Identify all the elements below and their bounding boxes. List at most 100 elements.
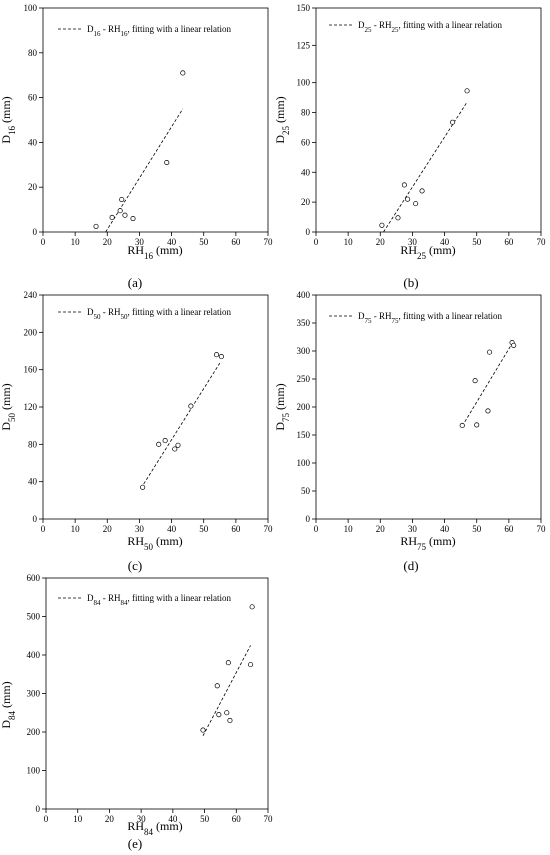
x-tick-label: 40 (167, 524, 177, 534)
panel-a: 0 10 20 30 40 50 60 70 0 20 40 60 80 100 D16 (mm) RH16 … (0, 3, 273, 290)
x-tick-label: 0 (41, 237, 46, 247)
x-tick-label: 40 (168, 814, 178, 824)
y-tick-label: 40 (28, 477, 38, 487)
y-tick-label: 200 (297, 402, 311, 412)
data-point (395, 215, 401, 221)
y-tick-label: 40 (28, 137, 38, 147)
x-tick-label: 60 (504, 524, 514, 534)
fit-line (461, 340, 515, 427)
data-point (419, 188, 425, 194)
y-axis-label: D75 (mm) (273, 383, 291, 430)
x-tick-label: 40 (440, 237, 450, 247)
y-tick-label: 80 (28, 439, 38, 449)
data-point (162, 438, 168, 444)
data-point (225, 660, 231, 666)
plot-frame (315, 294, 542, 520)
data-point (472, 378, 478, 384)
fit-line (105, 108, 184, 233)
y-tick-label: 160 (24, 365, 38, 375)
panel-caption: (a) (128, 275, 142, 290)
x-tick-label: 30 (408, 524, 418, 534)
x-tick-label: 70 (537, 524, 547, 534)
y-tick-label: 50 (301, 486, 311, 496)
data-point (175, 442, 181, 448)
panel-b: 0 10 20 30 40 50 60 70 0 20 40 60 80 100 125 150 D25 (mm… (273, 3, 546, 290)
x-tick-label: 30 (135, 524, 145, 534)
y-tick-label: 0 (33, 227, 38, 237)
y-tick-label: 60 (301, 137, 311, 147)
data-point (413, 201, 419, 207)
data-point (511, 342, 517, 348)
x-tick-label: 10 (73, 814, 83, 824)
x-tick-label: 60 (231, 524, 241, 534)
legend-label: D50 - RH50, fitting with a linear relati… (87, 307, 231, 321)
y-tick-label: 100 (297, 458, 311, 468)
y-tick-label: 500 (27, 612, 41, 622)
data-point (379, 222, 385, 228)
data-point (122, 212, 128, 218)
x-axis-label: RH84 (mm) (127, 819, 182, 837)
y-tick-label: 0 (36, 804, 41, 814)
data-point (140, 484, 146, 490)
y-tick-label: 400 (27, 650, 41, 660)
x-tick-label: 0 (44, 814, 49, 824)
x-tick-label: 0 (41, 524, 46, 534)
legend-label: D75 - RH75, fitting with a linear relati… (358, 311, 502, 325)
y-tick-label: 250 (297, 374, 311, 384)
y-tick-label: 400 (297, 290, 311, 300)
x-tick-label: 40 (167, 237, 177, 247)
x-tick-label: 60 (504, 237, 514, 247)
y-tick-label: 100 (297, 78, 311, 88)
x-tick-label: 10 (344, 237, 354, 247)
legend-label: D16 - RH16, fitting with a linear relati… (87, 24, 231, 38)
data-point (405, 196, 411, 202)
panel-caption: (b) (403, 275, 418, 290)
y-tick-label: 0 (306, 227, 311, 237)
y-axis-label: D25 (mm) (273, 96, 291, 143)
data-point (188, 403, 194, 409)
x-tick-label: 20 (103, 237, 113, 247)
y-tick-label: 125 (297, 40, 311, 50)
y-tick-label: 300 (297, 346, 311, 356)
panel-d: 0 10 20 30 40 50 60 70 0 50 100 150 200 250 300 350 400 D… (273, 290, 546, 573)
x-tick-label: 50 (199, 237, 209, 247)
plot-frame (42, 294, 269, 520)
data-point (450, 119, 456, 125)
x-tick-label: 30 (408, 237, 418, 247)
data-point (109, 214, 115, 220)
x-tick-label: 20 (376, 524, 386, 534)
y-axis-label: D50 (mm) (0, 383, 17, 430)
x-tick-label: 10 (344, 524, 354, 534)
data-point (117, 208, 123, 214)
panel-caption: (c) (128, 558, 142, 573)
x-tick-label: 30 (135, 237, 145, 247)
x-tick-label: 20 (105, 814, 115, 824)
x-tick-label: 60 (232, 814, 242, 824)
y-axis-label: D84 (mm) (0, 681, 17, 728)
y-tick-label: 0 (33, 514, 38, 524)
x-tick-label: 70 (537, 237, 547, 247)
x-tick-label: 10 (71, 524, 81, 534)
x-tick-label: 20 (103, 524, 113, 534)
data-point (224, 710, 230, 716)
x-tick-label: 60 (231, 237, 241, 247)
x-tick-label: 70 (264, 524, 274, 534)
fit-line (383, 101, 468, 233)
x-axis-label: RH50 (mm) (127, 534, 182, 552)
data-point (214, 683, 220, 689)
y-tick-label: 150 (297, 430, 311, 440)
data-point (200, 727, 206, 733)
legend-label: D25 - RH25, fitting with a linear relati… (358, 20, 502, 34)
x-tick-label: 50 (199, 524, 209, 534)
data-point (180, 70, 186, 76)
y-tick-label: 60 (28, 93, 38, 103)
x-tick-label: 0 (314, 237, 319, 247)
data-point (218, 354, 224, 360)
data-point (172, 446, 178, 452)
panel-caption: (e) (128, 836, 142, 851)
plot-frame (45, 577, 269, 810)
y-tick-label: 20 (28, 182, 38, 192)
y-tick-label: 300 (27, 689, 41, 699)
data-point (401, 182, 407, 188)
